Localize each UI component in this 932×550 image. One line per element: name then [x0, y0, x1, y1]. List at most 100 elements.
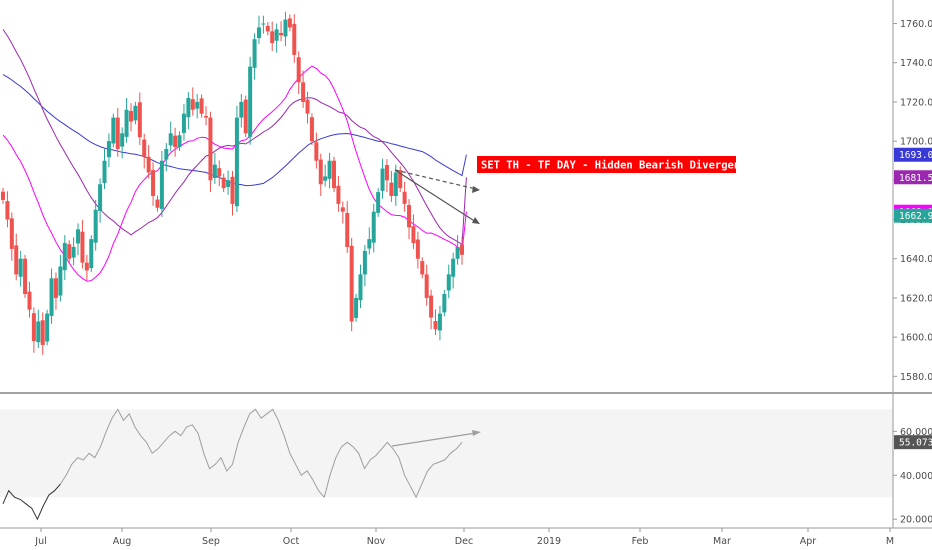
- candle-body: [208, 117, 213, 181]
- candle: [358, 264, 363, 309]
- rsi-tick-label: 60.0000: [900, 427, 932, 438]
- candle-body: [380, 168, 385, 191]
- candle: [76, 223, 81, 256]
- candle: [102, 148, 107, 189]
- candle-body: [411, 226, 416, 244]
- price-tag-label: 1662.99: [899, 211, 932, 222]
- candle: [98, 178, 103, 223]
- candle: [142, 133, 147, 169]
- time-tick-label: Oct: [283, 536, 300, 547]
- candle-body: [137, 102, 142, 138]
- price-tick-label: 1640.00: [900, 254, 932, 265]
- candle: [252, 33, 257, 80]
- candle: [283, 11, 288, 47]
- time-tick-label: Feb: [632, 536, 649, 547]
- candle-body: [133, 105, 138, 121]
- candle-body: [204, 116, 209, 118]
- time-tick-label: Apr: [800, 536, 817, 547]
- time-axis-ticks: Jul Aug Sep Oct Nov Dec 2019 Feb Mar Apr M: [34, 528, 894, 547]
- candle: [345, 201, 350, 253]
- rsi-indicator: [2, 408, 463, 521]
- candle: [53, 272, 58, 310]
- candle: [446, 264, 451, 299]
- rsi-tick-label: 40.0000: [900, 471, 932, 482]
- divergence-annotation: SET TH - TF DAY - Hidden Bearish Diverge…: [477, 156, 753, 173]
- time-tick-label: 2019: [537, 536, 561, 547]
- candle: [212, 152, 217, 184]
- candle: [18, 250, 23, 287]
- candle: [62, 235, 67, 280]
- candle-body: [318, 159, 323, 185]
- candle-body: [248, 66, 253, 137]
- time-tick-label: Dec: [455, 536, 473, 547]
- ma-mid-line: [2, 29, 467, 246]
- candle: [305, 91, 310, 124]
- candle: [323, 164, 328, 187]
- candle-body: [407, 205, 412, 228]
- price-tick-label: 1740.00: [900, 58, 932, 69]
- candle: [208, 111, 213, 193]
- candle-body: [451, 258, 456, 277]
- candle-body: [27, 291, 32, 310]
- candle: [217, 160, 222, 187]
- candle: [384, 159, 389, 193]
- candle-body: [199, 98, 204, 114]
- candle-body: [309, 117, 314, 142]
- price-tick-label: 1580.00: [900, 372, 932, 383]
- candle: [243, 95, 248, 138]
- candle-body: [336, 185, 341, 204]
- candle-body: [261, 23, 266, 25]
- candle-body: [252, 39, 257, 68]
- candle-body: [362, 250, 367, 275]
- candle-body: [323, 176, 328, 181]
- candle-body: [384, 165, 389, 181]
- candle: [261, 15, 266, 34]
- candle: [177, 131, 182, 151]
- candle-body: [332, 160, 337, 189]
- candle: [340, 201, 345, 224]
- price-tick-label: 1700.00: [900, 137, 932, 148]
- candle: [67, 240, 72, 263]
- candle: [159, 150, 164, 217]
- candle-body: [429, 295, 434, 318]
- price-tick-label: 1600.00: [900, 333, 932, 344]
- candle-body: [212, 164, 217, 178]
- candle: [424, 264, 429, 306]
- candle: [31, 307, 36, 353]
- candle: [380, 158, 385, 199]
- candle: [371, 203, 376, 253]
- candle: [420, 257, 425, 279]
- candle-body: [314, 142, 319, 161]
- candle: [199, 94, 204, 118]
- price-tag: 1693.05: [894, 147, 932, 162]
- candle: [164, 143, 169, 172]
- candle-body: [424, 274, 429, 298]
- candle-body: [195, 101, 200, 109]
- candle: [327, 152, 332, 189]
- rsi-line: [59, 408, 463, 499]
- candle: [49, 268, 54, 324]
- candle-body: [420, 261, 425, 275]
- candle-body: [177, 135, 182, 147]
- candle-body: [102, 160, 107, 184]
- candle-body: [305, 99, 310, 114]
- candle-body: [292, 23, 297, 55]
- candle: [415, 231, 420, 269]
- ma-fast-line: [2, 65, 467, 282]
- candle: [274, 23, 279, 53]
- candle: [45, 309, 50, 346]
- candle-body: [340, 207, 345, 212]
- dashed-trend-line: [394, 169, 477, 190]
- candle-body: [18, 258, 23, 277]
- candle-body: [155, 199, 160, 208]
- candle-body: [106, 141, 111, 158]
- candle: [349, 237, 354, 332]
- candle-body: [164, 148, 169, 160]
- candle-body: [349, 245, 354, 322]
- candle: [195, 94, 200, 119]
- moving-averages: [2, 29, 467, 282]
- candle-body: [76, 229, 81, 244]
- candle: [437, 305, 442, 341]
- candle-body: [389, 182, 394, 196]
